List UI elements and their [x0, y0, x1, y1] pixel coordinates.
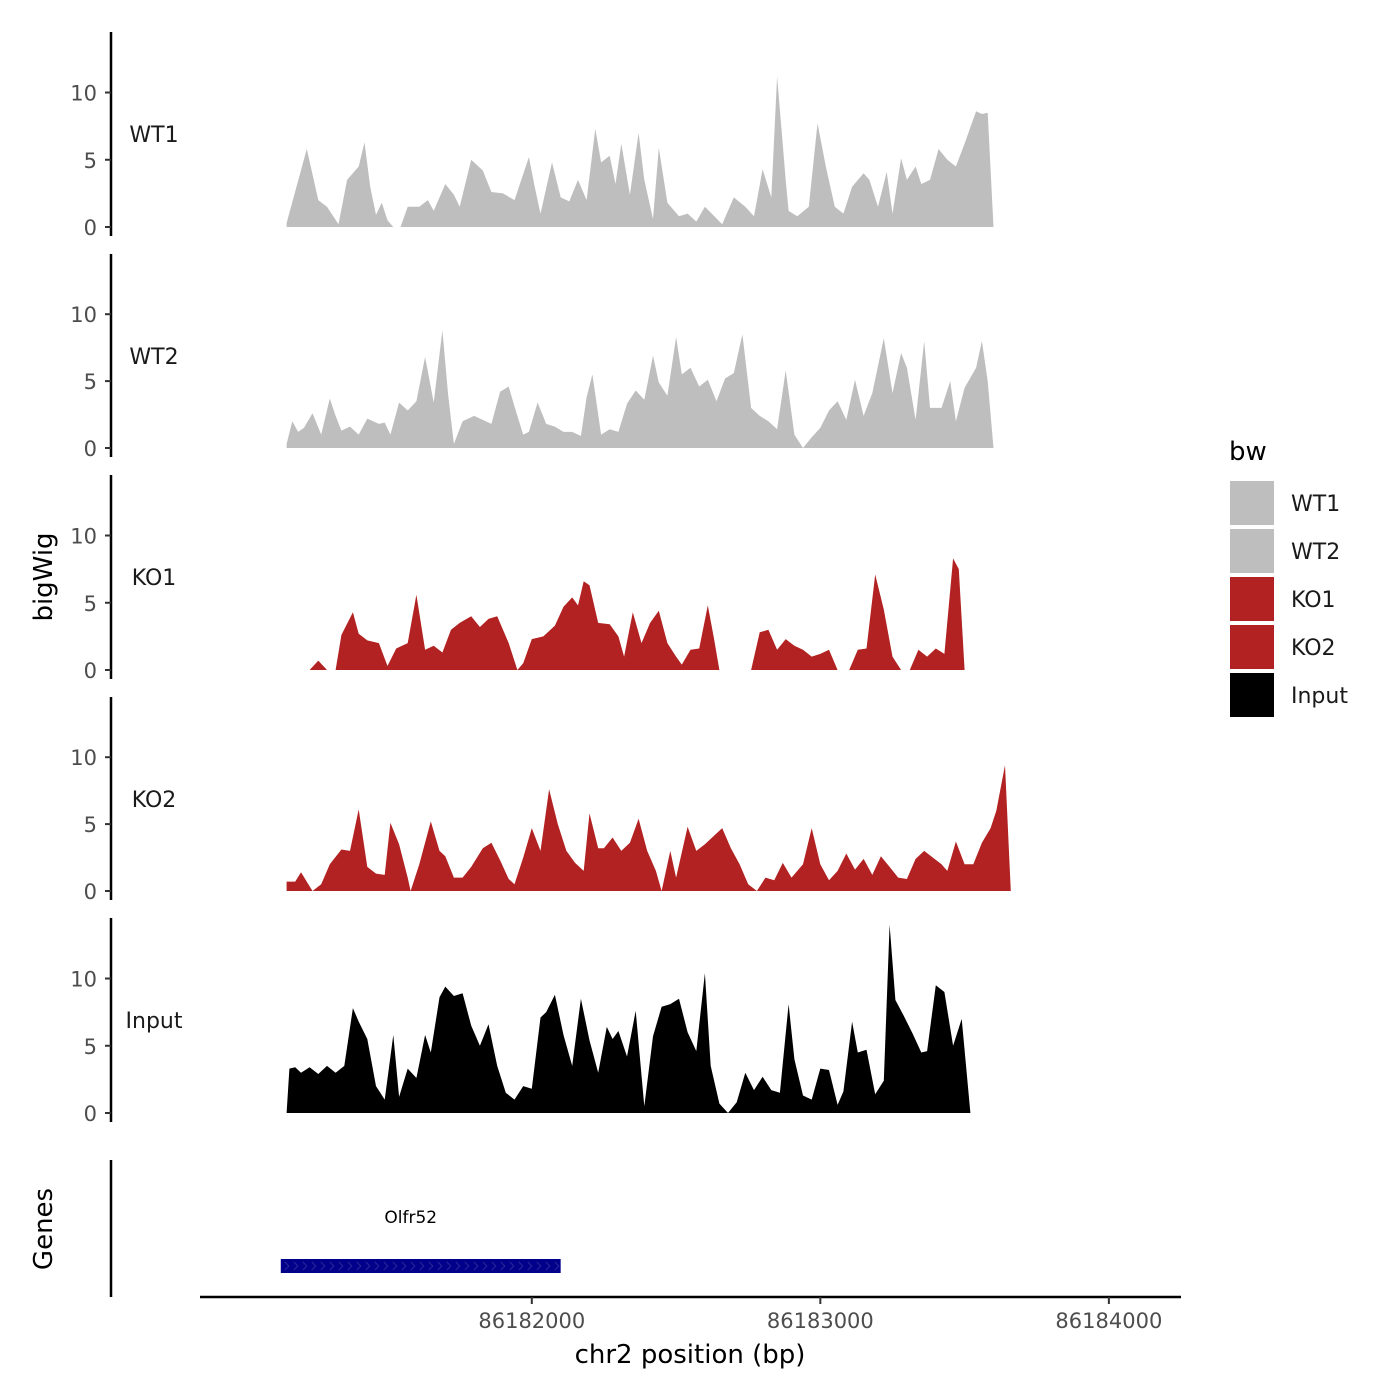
genes-axis-title: Genes: [29, 1188, 59, 1270]
strand-arrow: [464, 1261, 470, 1271]
strand-arrow: [419, 1261, 425, 1271]
track-wt1: 0 5 10 WT1: [70, 32, 1135, 240]
y-tick-label: 5: [84, 149, 97, 173]
strand-arrow: [554, 1261, 560, 1271]
y-tick-label: 5: [84, 592, 97, 616]
tracks-layer: 0 5 10 WT1 0 5 10 WT2 0 5 10 KO1 0 5 10 KO2 0 5 10 Input: [70, 32, 1135, 1126]
legend-label: KO1: [1291, 588, 1336, 613]
legend-swatch: [1230, 481, 1274, 525]
signal-area-input: [286, 924, 1135, 1113]
strand-arrow: [293, 1261, 299, 1271]
x-axis-title: chr2 position (bp): [575, 1340, 806, 1370]
strand-arrow: [338, 1261, 344, 1271]
legend-label: WT1: [1291, 492, 1340, 517]
y-tick-label: 10: [70, 525, 97, 549]
track-label: WT1: [129, 123, 178, 148]
legend-swatch: [1230, 577, 1274, 621]
y-tick-label: 10: [70, 303, 97, 327]
y-tick-label: 5: [84, 813, 97, 837]
track-ko1: 0 5 10 KO1: [70, 475, 1135, 683]
y-tick-label: 10: [70, 82, 97, 106]
x-tick-label: 86184000: [1055, 1309, 1162, 1333]
x-axis: 86182000 86183000 86184000: [200, 1295, 1181, 1333]
track-wt2: 0 5 10 WT2: [70, 254, 1135, 461]
genes-layer: Olfr52: [109, 1160, 561, 1297]
legend: bw WT1 WT2 KO1 KO2 Input: [1229, 437, 1348, 717]
track-input: 0 5 10 Input: [70, 918, 1135, 1126]
signal-area-ko2: [286, 765, 1135, 891]
strand-arrow: [392, 1261, 398, 1271]
y-tick-label: 5: [84, 370, 97, 394]
y-tick-label: 0: [84, 1102, 97, 1126]
y-tick-label: 0: [84, 216, 97, 240]
legend-swatch: [1230, 673, 1274, 717]
legend-swatch: [1230, 625, 1274, 669]
strand-arrow: [536, 1261, 542, 1271]
legend-entry-wt1: WT1: [1230, 481, 1340, 525]
track-ko2: 0 5 10 KO2: [70, 697, 1135, 904]
strand-arrow: [401, 1261, 407, 1271]
legend-entry-ko1: KO1: [1230, 577, 1336, 621]
strand-arrow: [473, 1261, 479, 1271]
strand-arrow: [491, 1261, 497, 1271]
strand-arrow: [356, 1261, 362, 1271]
strand-arrow: [320, 1261, 326, 1271]
legend-entry-input: Input: [1230, 673, 1348, 717]
gene-body: [280, 1259, 561, 1273]
signal-area-wt1: [286, 76, 1135, 228]
signal-area-wt2: [286, 330, 1135, 448]
strand-arrow: [482, 1261, 488, 1271]
strand-arrow: [428, 1261, 434, 1271]
legend-label: Input: [1291, 684, 1348, 709]
strand-arrow: [455, 1261, 461, 1271]
strand-arrow: [284, 1261, 290, 1271]
strand-arrow: [509, 1261, 515, 1271]
track-label: WT2: [129, 345, 178, 370]
strand-arrow: [383, 1261, 389, 1271]
strand-arrow: [374, 1261, 380, 1271]
y-axis-title: bigWig: [29, 532, 59, 621]
strand-arrow: [329, 1261, 335, 1271]
track-label: Input: [126, 1009, 183, 1034]
y-tick-label: 0: [84, 880, 97, 904]
y-tick-label: 10: [70, 746, 97, 770]
y-tick-label: 10: [70, 968, 97, 992]
strand-arrow: [437, 1261, 443, 1271]
strand-arrow: [545, 1261, 551, 1271]
legend-entry-wt2: WT2: [1230, 529, 1340, 573]
strand-arrow: [527, 1261, 533, 1271]
strand-arrow: [446, 1261, 452, 1271]
strand-arrow: [302, 1261, 308, 1271]
strand-arrow: [518, 1261, 524, 1271]
strand-arrow: [365, 1261, 371, 1271]
legend-entry-ko2: KO2: [1230, 625, 1336, 669]
track-label: KO1: [132, 566, 177, 591]
strand-arrow: [410, 1261, 416, 1271]
legend-swatch: [1230, 529, 1274, 573]
track-label: KO2: [132, 788, 177, 813]
y-tick-label: 0: [84, 437, 97, 461]
legend-entries: WT1 WT2 KO1 KO2 Input: [1230, 481, 1348, 717]
y-tick-label: 0: [84, 659, 97, 683]
strand-arrow: [347, 1261, 353, 1271]
y-tick-label: 5: [84, 1035, 97, 1059]
x-tick-label: 86182000: [478, 1309, 585, 1333]
gene-label: Olfr52: [384, 1208, 437, 1228]
strand-arrow: [311, 1261, 317, 1271]
strand-arrow: [500, 1261, 506, 1271]
legend-title: bw: [1229, 437, 1267, 467]
x-tick-label: 86183000: [767, 1309, 874, 1333]
signal-area-ko1: [309, 558, 1135, 670]
legend-label: WT2: [1291, 540, 1340, 565]
legend-label: KO2: [1291, 636, 1336, 661]
